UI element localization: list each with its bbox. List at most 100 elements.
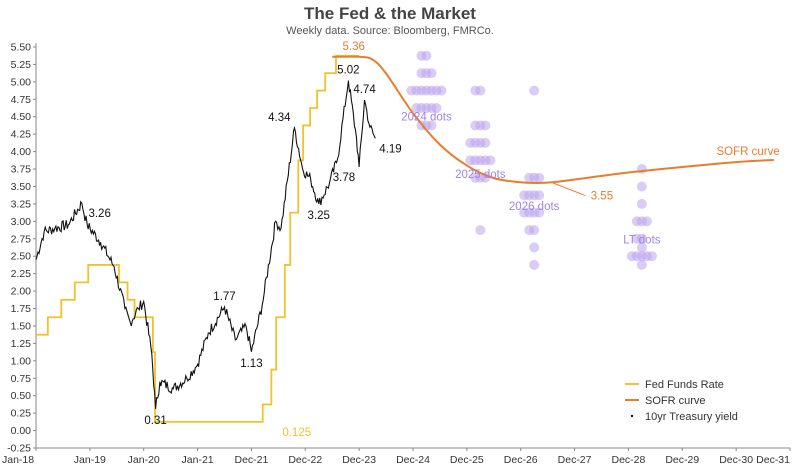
fed-dot [470,120,481,131]
y-tick-label: 3.00 [11,216,32,228]
fed-dot [646,251,657,262]
series-sofr-curve [332,55,774,184]
legend-swatch [630,414,634,418]
y-tick-label: 4.25 [11,129,32,141]
y-tick-label: 5.25 [11,59,32,71]
fed-dot [480,137,491,148]
y-tick-label: -0.25 [7,443,31,455]
fed-dot [524,225,535,236]
data-label: 3.25 [308,210,330,222]
data-label: 5.36 [343,41,365,53]
data-label: 1.13 [240,358,262,370]
data-label: 4.34 [268,112,291,124]
fed-dot [470,172,481,183]
data-label: 3.26 [88,208,110,220]
data-label: 4.74 [353,84,376,96]
fed-dot [475,225,486,236]
legend-label: SOFR curve [645,395,706,407]
fed-dot [431,103,442,114]
fed-dot [636,242,647,253]
data-label: 4.19 [379,143,401,155]
y-tick-label: 5.50 [11,42,32,54]
x-tick-label: Dec-21 [234,454,268,466]
fed-dot [631,216,642,227]
fed-dot [529,85,540,96]
fed-dot [416,68,427,79]
fed-dot [470,85,481,96]
y-tick-label: 4.00 [11,146,32,158]
x-tick-label: Dec-26 [504,454,538,466]
dot-group-label: LT dots [623,234,661,246]
fed-dot [426,120,437,131]
fed-dot [480,120,491,131]
y-tick-label: 0.25 [11,408,32,420]
x-tick-label: Dec-22 [288,454,322,466]
data-label: 5.02 [337,64,359,76]
x-tick-label: Jan-20 [128,454,160,466]
y-tick-label: 1.00 [11,355,32,367]
x-tick-label: Dec-27 [558,454,592,466]
legend-label: Fed Funds Rate [645,379,724,391]
y-tick-label: 3.25 [11,198,32,210]
x-tick-label: Jan-18 [2,454,34,466]
y-tick-label: 0.75 [11,373,32,385]
fed-dot [436,85,447,96]
y-tick-label: 3.75 [11,164,32,176]
data-label: 3.78 [333,172,355,184]
fed-dot [534,207,545,218]
fed-dot [485,155,496,166]
x-tick-label: Dec-24 [396,454,430,466]
x-tick-label: Dec-31 [756,454,790,466]
x-tick-label: Jan-19 [74,454,106,466]
y-tick-label: 2.50 [11,251,32,263]
annotation-leader-line [552,182,586,197]
series-10yr-treasury-line [35,80,376,409]
fed-dot [519,207,530,218]
x-tick-label: Dec-23 [342,454,376,466]
fed-dot [416,50,427,61]
fed-dot [534,190,545,201]
x-tick-label: Dec-28 [611,454,645,466]
y-tick-label: 0.00 [11,425,32,437]
x-tick-label: Dec-25 [450,454,484,466]
data-label: 3.55 [591,191,613,203]
dot-group-label: 2026 dots [509,201,560,213]
fed-dot [636,198,647,209]
series-fed-funds-line [36,54,360,423]
fed-dot [626,251,637,262]
fed-dot [406,85,417,96]
y-tick-label: 1.50 [11,320,32,332]
dot-group-label: 2024 dots [401,112,452,124]
fed-dot [636,259,647,270]
plot-layer: 5.50 5.25 5.00 4.75 4.50 4.25 4.00 3.75 3.50 3.25… [2,41,791,466]
fed-dot [529,259,540,270]
y-tick-label: 5.00 [11,76,32,88]
fed-dot [641,216,652,227]
y-tick-label: 2.75 [11,233,32,245]
x-tick-label: Dec-29 [665,454,699,466]
y-tick-label: 2.25 [11,268,32,280]
fed-dot [636,181,647,192]
data-label: 1.77 [213,291,235,303]
fed-dot [465,155,476,166]
y-tick-label: 4.75 [11,94,32,106]
chart-title: The Fed & the Market [304,4,476,23]
data-label: SOFR curve [717,146,780,158]
y-tick-label: 4.50 [11,111,32,123]
fed-dot [411,103,422,114]
fed-dot [631,233,642,244]
legend-label: 10yr Treasury yield [645,411,738,423]
y-tick-label: 1.25 [11,338,32,350]
data-label: 0.125 [282,427,311,439]
fed-dot [519,190,530,201]
fed-dot [529,242,540,253]
fed-dot [426,68,437,79]
x-tick-label: Dec-30 [719,454,753,466]
dot-group-label: 2025 dots [455,169,506,181]
data-label: 0.31 [144,415,166,427]
chart-subtitle: Weekly data. Source: Bloomberg, FMRCo. [286,25,494,37]
x-tick-label: Jan-21 [182,454,214,466]
fed-dot [636,164,647,175]
